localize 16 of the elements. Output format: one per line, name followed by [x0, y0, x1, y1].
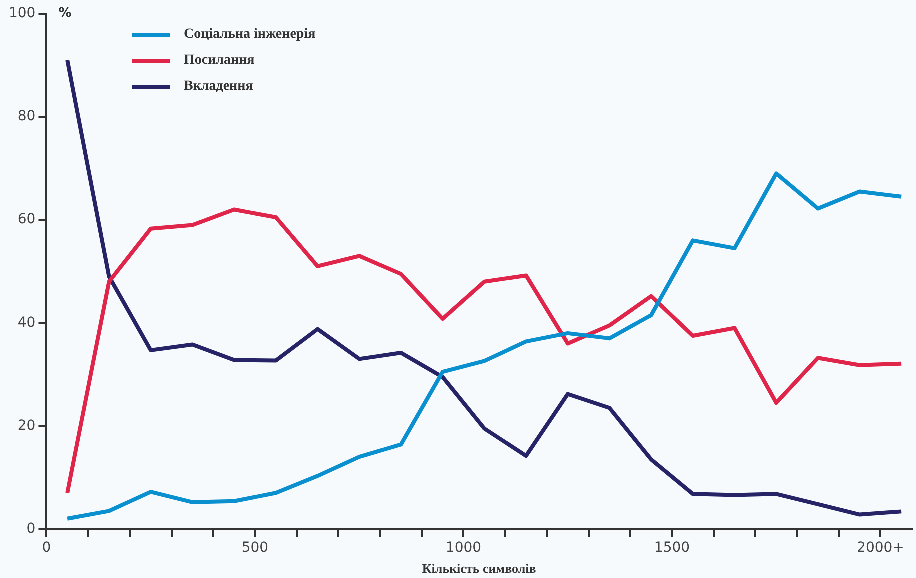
x-tick-label: 1500 [654, 540, 690, 556]
x-tick-label: 0 [42, 540, 52, 556]
y-tick-label: 0 [26, 520, 36, 537]
x-tick-label: 500 [242, 540, 269, 556]
y-tick-label: 40 [18, 314, 36, 331]
legend-label: Посилання [184, 53, 255, 69]
y-tick-label: 100 [8, 6, 36, 22]
legend-label: Вкладення [184, 79, 254, 95]
y-tick-label: 80 [18, 108, 36, 125]
x-tick-label: 2000+ [857, 540, 904, 556]
y-axis-title: % [58, 6, 72, 21]
x-axis-title: Кількість символів [422, 561, 536, 577]
y-tick-label: 60 [18, 212, 36, 228]
legend-label: Соціальна інженерія [184, 27, 316, 43]
x-tick-label: 1000 [446, 540, 482, 556]
y-tick-label: 20 [18, 418, 36, 434]
